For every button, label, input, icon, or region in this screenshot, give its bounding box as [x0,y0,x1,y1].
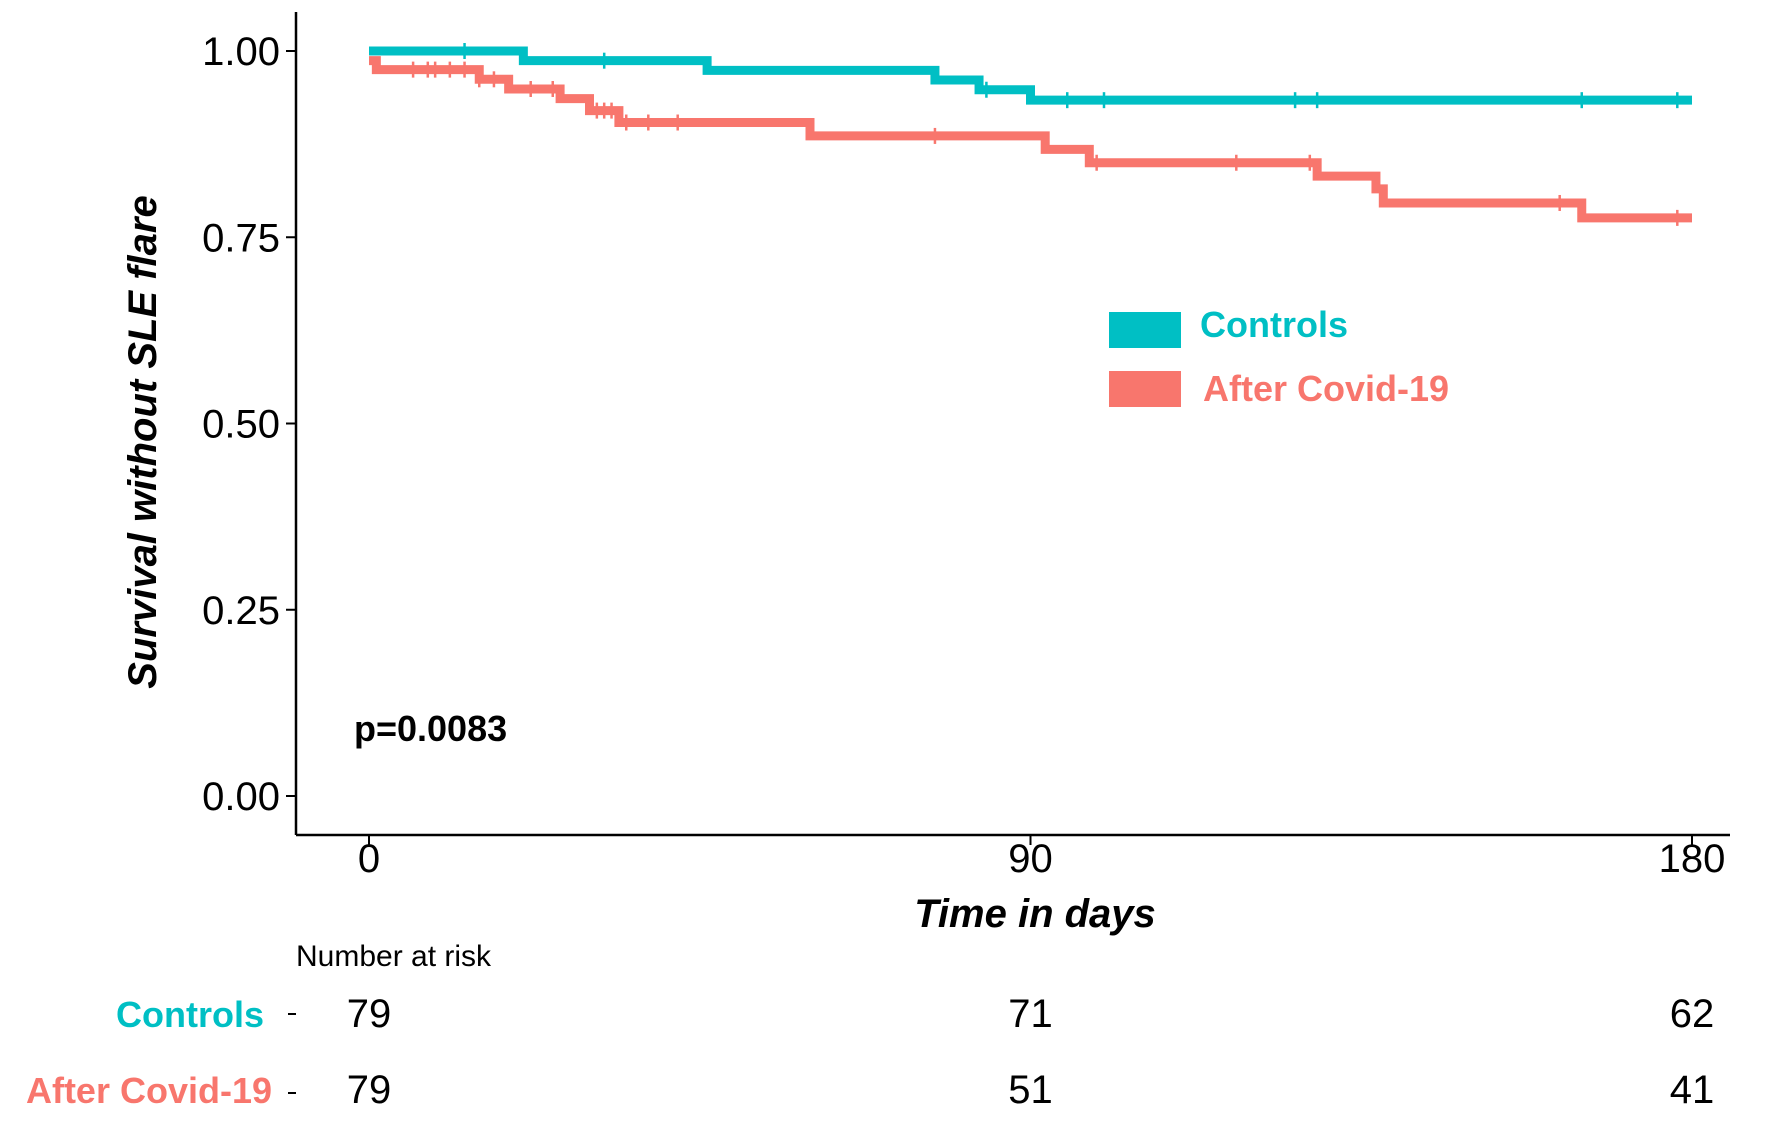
risk-value: 41 [1670,1068,1715,1112]
y-tick-label: 0.00 [202,775,280,819]
y-tick-label: 0.50 [202,403,280,447]
risk-value: 79 [347,992,392,1036]
y-ticks: 0.00 0.25 0.50 0.75 1.00 [202,30,296,819]
x-axis-title: Time in days [914,892,1156,936]
legend: Controls After Covid-19 [1109,304,1449,409]
x-ticks: 0 90 180 [358,835,1726,881]
y-tick-label: 0.75 [202,216,280,260]
y-tick-label: 0.25 [202,589,280,633]
x-tick-label: 90 [1008,837,1053,881]
risk-row-label-controls: Controls [116,994,264,1035]
x-tick-label: 0 [358,837,380,881]
y-tick-label: 1.00 [202,30,280,74]
x-tick-label: 180 [1659,837,1726,881]
censor-marks [411,43,1679,226]
risk-value: 79 [347,1068,392,1112]
risk-table: Number at risk Controls After Covid-19 7… [26,940,1714,1112]
risk-value: 62 [1670,992,1715,1036]
risk-value: 51 [1008,1068,1053,1112]
survival-curve-controls [369,46,1692,105]
legend-swatch-controls [1109,312,1181,348]
risk-values: 79 71 62 79 51 41 [347,992,1715,1112]
legend-label-covid: After Covid-19 [1203,368,1449,409]
p-value-annotation: p=0.0083 [354,708,507,749]
risk-value: 71 [1008,992,1053,1036]
y-axis-title: Survival without SLE flare [121,195,165,688]
survival-curve-covid [369,56,1692,223]
survival-curves [369,46,1692,223]
risk-table-title: Number at risk [296,940,492,973]
risk-row-label-covid: After Covid-19 [26,1070,272,1111]
legend-label-controls: Controls [1200,304,1348,345]
legend-swatch-covid [1109,371,1181,407]
